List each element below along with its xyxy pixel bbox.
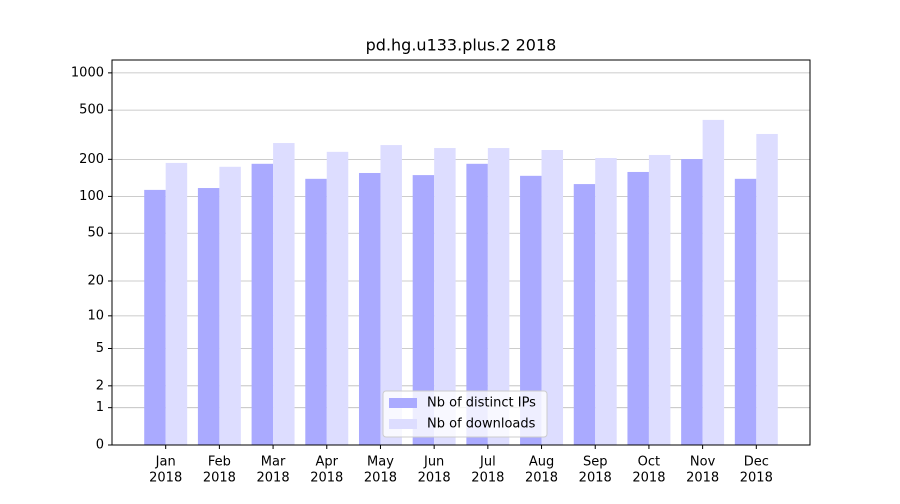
bar <box>251 163 274 445</box>
bar <box>165 162 188 445</box>
x-tick-label: Dec <box>744 455 769 470</box>
x-tick-label: Sep <box>583 455 608 470</box>
x-tick-label: 2018 <box>418 471 451 486</box>
legend: Nb of distinct IPs Nb of downloads <box>382 390 548 438</box>
axes-frame <box>111 59 811 446</box>
x-tick-label: Nov <box>690 455 716 470</box>
bar <box>541 150 564 445</box>
y-tick-label: 1 <box>96 400 104 415</box>
bar <box>358 172 381 445</box>
legend-swatch <box>389 419 417 429</box>
x-tick-label: 2018 <box>203 471 236 486</box>
x-tick-label: May <box>367 455 394 470</box>
y-tick-label: 200 <box>79 152 104 167</box>
bar <box>305 178 327 446</box>
x-tick-label: Jan <box>155 455 176 470</box>
bar <box>197 188 220 445</box>
legend-box <box>382 390 548 438</box>
y-tick-label: 5 <box>96 341 104 356</box>
x-tick-label: 2018 <box>257 471 290 486</box>
bar <box>466 163 488 445</box>
legend-label: Nb of downloads <box>427 417 536 432</box>
x-tick-label: 2018 <box>740 471 773 486</box>
x-tick-label: Feb <box>208 455 231 470</box>
bar <box>380 145 402 446</box>
x-tick-label: 2018 <box>364 471 397 486</box>
y-tick-label: 50 <box>87 226 104 241</box>
bar <box>573 184 596 446</box>
chart-title: pd.hg.u133.plus.2 2018 <box>366 36 557 55</box>
legend-label: Nb of distinct IPs <box>427 396 536 411</box>
bar <box>734 178 757 446</box>
y-tick-label: 20 <box>87 274 104 289</box>
x-tick-label: Mar <box>261 455 286 470</box>
y-tick-label: 0 <box>96 438 104 453</box>
bar <box>219 166 241 445</box>
x-tick-label: 2018 <box>686 471 719 486</box>
x-tick-label: 2018 <box>579 471 612 486</box>
x-tick-label: Aug <box>529 455 554 470</box>
x-tick-label: 2018 <box>525 471 558 486</box>
y-tick-label: 500 <box>79 103 104 118</box>
bar <box>487 148 510 445</box>
y-tick-label: 1000 <box>71 65 104 80</box>
bar <box>273 143 295 445</box>
legend-swatch <box>389 398 417 408</box>
bar <box>627 171 649 445</box>
x-tick-label: Oct <box>638 455 660 470</box>
bar <box>702 119 725 446</box>
y-tick-label: 2 <box>96 378 104 393</box>
bar <box>326 151 349 445</box>
bar <box>434 148 456 445</box>
x-tick-label: Apr <box>316 455 339 470</box>
bar <box>412 175 435 445</box>
bar <box>756 133 778 446</box>
bar <box>595 158 617 445</box>
bar <box>144 189 166 445</box>
x-tick-label: 2018 <box>632 471 665 486</box>
bar <box>648 154 671 445</box>
y-tick-label: 100 <box>79 189 104 204</box>
x-tick-label: 2018 <box>149 471 182 486</box>
y-tick-label: 10 <box>87 308 104 323</box>
x-tick-label: 2018 <box>310 471 343 486</box>
x-tick-label: 2018 <box>471 471 504 486</box>
x-tick-label: Jun <box>423 455 444 470</box>
bar <box>520 175 542 445</box>
x-tick-label: Jul <box>479 455 496 470</box>
bar <box>681 159 703 445</box>
